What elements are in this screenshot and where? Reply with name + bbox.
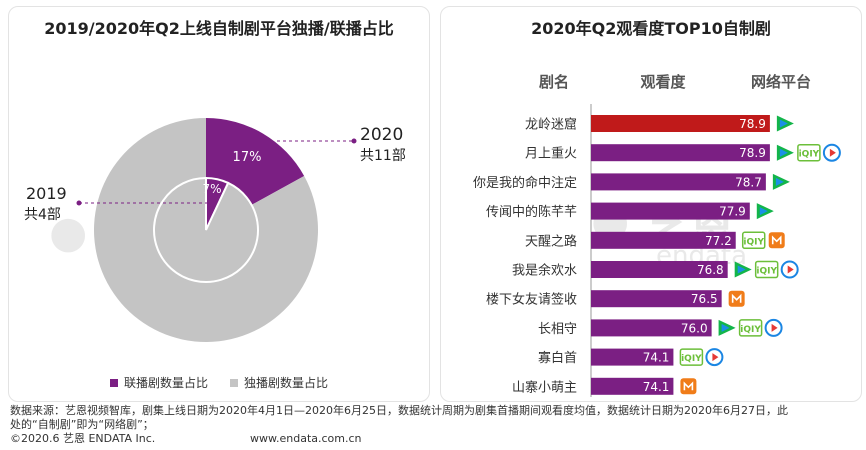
platform-youku-icon [764,318,783,337]
bar-value-label: 77.9 [719,205,746,219]
bar-value-label: 78.9 [739,117,766,131]
header-name: 剧名 [539,73,569,91]
platform-iqiyi-icon: iQIY [797,143,821,162]
bar-value-label: 74.1 [643,380,670,394]
header-platform: 网络平台 [751,73,811,91]
bar [591,231,736,249]
platform-iqiyi-icon: iQIY [741,231,766,250]
pie-label-2020-pct: 17% [233,150,262,165]
footer-site: www.endata.com.cn [250,432,362,445]
bar-value-label: 77.2 [705,234,732,248]
bar-category-label: 传闻中的陈芊芊 [486,204,577,220]
bar-category-label: 龙岭迷窟 [525,117,577,133]
bar [591,115,770,132]
pie-label-2019-pct: 7% [202,182,221,196]
legend-label-lianbo: 联播剧数量占比 [123,376,208,390]
bar [591,319,712,337]
annot-2019-count: 共4部 [24,207,61,223]
platform-tencent-icon [776,115,794,132]
footer-copyright: ©2020.6 艺恩 ENDATA Inc. [10,432,156,445]
bar [591,173,766,191]
pie-panel: 2019/2020年Q2上线自制剧平台独播/联播占比 ● 艺恩 endata 1… [8,6,430,402]
bar-value-label: 78.7 [735,175,762,189]
platform-tencent-icon [776,144,794,161]
footer-source-line2: 处的“自制剧”即为“网络剧”； [10,418,154,431]
svg-text:iQIY: iQIY [743,237,764,247]
bar-value-label: 76.5 [691,292,718,306]
platform-mango-icon [728,290,745,307]
bar [591,377,674,395]
bar-chart: 剧名 观看度 网络平台 龙岭迷窟 78.9 月上重火 78.9 iQIY 你是我的命中注定… [473,73,841,397]
pie-chart: 17% 7% 2020 共11部 2019 共4部 [24,118,406,342]
bar-category-label: 楼下女友请签收 [486,292,577,308]
platform-tencent-icon [772,173,790,190]
legend-label-dubo: 独播剧数量占比 [244,376,329,390]
legend-swatch-gray [230,378,238,387]
annot-2020-count: 共11部 [360,148,406,164]
bar [591,348,674,366]
bar-category-label: 月上重火 [525,146,577,162]
platform-youku-icon [705,348,724,367]
bar-value-label: 78.9 [739,146,766,160]
platform-iqiyi-icon: iQIY [754,260,779,279]
bar-category-label: 山寨小萌主 [512,379,577,395]
footer-source-line1: 数据来源：艺恩视频智库，剧集上线日期为2020年4月1日—2020年6月25日，… [10,404,788,417]
platform-mango-icon [768,232,785,249]
bar-category-label: 寡白首 [538,350,577,366]
platform-tencent-icon [718,319,736,336]
annot-2020-year: 2020 [360,125,403,145]
platform-tencent-icon [756,203,774,220]
bar-value-label: 76.0 [681,321,708,335]
platform-mango-icon [680,378,697,395]
bar-category-label: 长相守 [538,322,577,337]
legend-item-lianbo: 联播剧数量占比 [109,374,208,391]
pie-legend: 联播剧数量占比 独播剧数量占比 [9,374,429,391]
bar-value-label: 76.8 [697,263,724,277]
header-score: 观看度 [640,73,686,91]
pie-slice-2019-dubo [153,176,259,283]
pie-chart-title: 2019/2020年Q2上线自制剧平台独播/联播占比 [44,19,394,38]
legend-item-dubo: 独播剧数量占比 [230,374,328,391]
annot-2019-year: 2019 [26,184,67,203]
svg-text:iQIY: iQIY [799,150,820,160]
bar-panel: 2020年Q2观看度TOP10自制剧 ● 艺恩 endata 剧名 观看度 网络… [440,6,862,402]
svg-text:iQIY: iQIY [756,267,777,277]
svg-text:iQIY: iQIY [740,325,761,335]
pie-annotations: 2020 共11部 2019 共4部 [24,125,406,223]
platform-youku-icon [780,260,799,279]
svg-text:iQIY: iQIY [681,354,702,364]
bar [591,290,722,308]
platform-iqiyi-icon: iQIY [738,319,763,337]
bar-category-label: 天醒之路 [525,233,577,249]
platform-youku-icon [822,143,841,162]
bar-category-label: 你是我的命中注定 [473,175,577,191]
platform-iqiyi-icon: iQIY [679,348,704,366]
bar [591,202,750,220]
bar [591,144,770,162]
bar-category-label: 我是余欢水 [512,263,577,279]
legend-swatch-purple [109,378,118,387]
platform-tencent-icon [734,261,752,278]
bar [591,261,728,278]
bar-value-label: 74.1 [643,351,670,365]
bar-chart-title: 2020年Q2观看度TOP10自制剧 [531,19,771,38]
